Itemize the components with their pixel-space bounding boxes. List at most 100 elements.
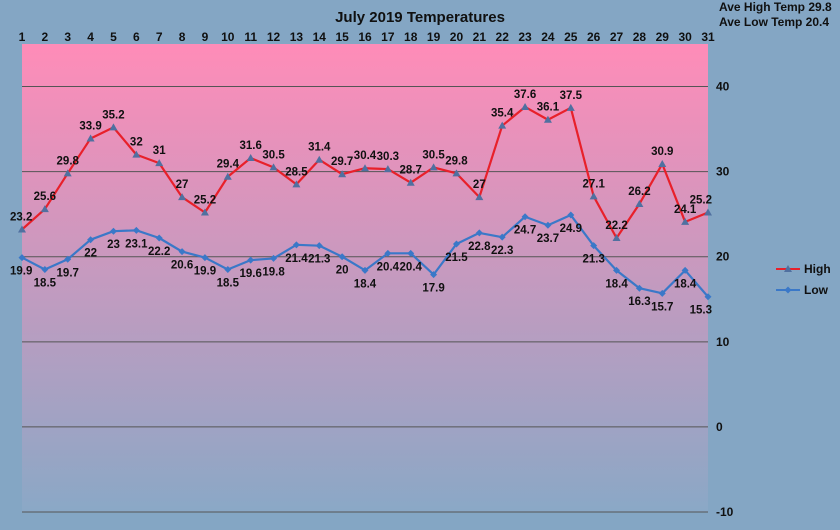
low-point xyxy=(658,289,666,297)
x-tick-label: 3 xyxy=(64,30,71,44)
ave-low-stat: Ave Low Temp 20.4 xyxy=(719,15,829,29)
x-tick-label: 8 xyxy=(179,30,186,44)
x-tick-label: 13 xyxy=(290,30,304,44)
low-data-label: 19.9 xyxy=(10,266,32,278)
low-point xyxy=(452,240,460,248)
high-data-label: 32 xyxy=(130,137,143,149)
y-tick-label: 10 xyxy=(716,335,730,349)
low-point xyxy=(315,242,323,250)
high-point xyxy=(383,165,392,173)
x-tick-label: 4 xyxy=(87,30,94,44)
high-point xyxy=(704,208,712,216)
high-point xyxy=(429,163,438,171)
high-data-label: 30.5 xyxy=(422,149,445,161)
x-tick-label: 11 xyxy=(244,30,257,44)
x-tick-label: 29 xyxy=(656,30,670,44)
high-point xyxy=(338,170,347,178)
high-point xyxy=(155,159,164,167)
low-data-label: 17.9 xyxy=(422,283,444,295)
x-tick-label: 6 xyxy=(133,30,140,44)
low-data-label: 22.2 xyxy=(148,246,170,258)
legend-low-label: Low xyxy=(804,283,829,297)
low-data-label: 19.6 xyxy=(239,268,261,280)
low-data-label: 20.4 xyxy=(400,261,423,273)
high-data-label: 29.8 xyxy=(57,155,80,167)
high-data-label: 29.8 xyxy=(445,155,468,167)
low-point xyxy=(407,249,415,257)
high-data-label: 25.6 xyxy=(34,191,56,203)
ave-high-stat: Ave High Temp 29.8 xyxy=(719,0,832,14)
high-point xyxy=(361,164,369,172)
high-data-label: 29.4 xyxy=(217,159,240,171)
high-point xyxy=(521,102,530,110)
x-tick-label: 23 xyxy=(518,30,532,44)
low-data-label: 21.5 xyxy=(445,252,468,264)
high-point xyxy=(132,150,141,158)
high-data-label: 25.2 xyxy=(690,194,712,206)
low-point xyxy=(430,271,438,279)
y-tick-label: 30 xyxy=(716,165,730,179)
high-point xyxy=(109,123,118,131)
low-data-label: 24.7 xyxy=(514,225,536,237)
x-tick-label: 16 xyxy=(358,30,372,44)
low-data-label: 18.4 xyxy=(354,278,377,290)
low-data-label: 19.8 xyxy=(262,266,285,278)
chart-title: July 2019 Temperatures xyxy=(335,9,505,26)
x-tick-label: 25 xyxy=(564,30,578,44)
high-point xyxy=(635,199,644,207)
low-point xyxy=(521,213,529,221)
high-point xyxy=(269,163,278,171)
low-point xyxy=(613,266,621,274)
low-point xyxy=(224,265,232,273)
y-tick-label: -10 xyxy=(716,505,734,519)
low-point xyxy=(635,284,643,292)
high-data-label: 30.5 xyxy=(262,149,285,161)
low-data-label: 19.9 xyxy=(194,266,216,278)
high-data-label: 30.3 xyxy=(377,151,399,163)
x-tick-label: 12 xyxy=(267,30,281,44)
x-tick-label: 1 xyxy=(19,30,26,44)
high-point xyxy=(315,155,324,163)
x-tick-label: 24 xyxy=(541,30,555,44)
low-data-label: 21.3 xyxy=(582,254,604,266)
x-tick-label: 5 xyxy=(110,30,117,44)
x-tick-label: 20 xyxy=(450,30,464,44)
low-point xyxy=(567,211,575,219)
high-data-label: 30.4 xyxy=(354,150,377,162)
low-point xyxy=(475,229,483,237)
low-data-label: 23 xyxy=(107,239,120,251)
high-point xyxy=(589,192,598,200)
high-data-label: 37.5 xyxy=(560,90,583,102)
x-tick-label: 19 xyxy=(427,30,441,44)
high-point xyxy=(406,178,415,186)
data-labels: 23.225.629.833.935.232312725.229.431.630… xyxy=(10,89,712,317)
x-tick-label: 9 xyxy=(202,30,209,44)
high-data-label: 29.7 xyxy=(331,156,353,168)
x-tick-label: 31 xyxy=(701,30,715,44)
low-data-label: 18.5 xyxy=(217,277,240,289)
low-data-label: 20.4 xyxy=(377,261,400,273)
high-data-label: 25.2 xyxy=(194,194,216,206)
low-data-label: 22 xyxy=(84,248,97,260)
low-point xyxy=(18,254,26,262)
high-data-label: 27 xyxy=(176,179,189,191)
high-data-label: 33.9 xyxy=(79,120,101,132)
low-data-label: 18.5 xyxy=(34,277,57,289)
low-data-label: 22.8 xyxy=(468,241,491,253)
legend-high-label: High xyxy=(804,262,831,276)
high-data-label: 30.9 xyxy=(651,146,673,158)
x-tick-label: 15 xyxy=(335,30,349,44)
low-point xyxy=(681,266,689,274)
x-tick-label: 26 xyxy=(587,30,601,44)
low-point xyxy=(109,227,117,235)
x-tick-label: 10 xyxy=(221,30,235,44)
low-data-label: 22.3 xyxy=(491,245,513,257)
x-tick-label: 18 xyxy=(404,30,418,44)
high-point xyxy=(40,205,49,213)
high-data-label: 36.1 xyxy=(537,102,560,114)
low-data-label: 24.9 xyxy=(560,223,582,235)
high-data-label: 28.5 xyxy=(285,166,308,178)
legend-high-marker xyxy=(784,265,792,272)
legend: High Low xyxy=(776,262,831,297)
low-point xyxy=(41,265,49,273)
